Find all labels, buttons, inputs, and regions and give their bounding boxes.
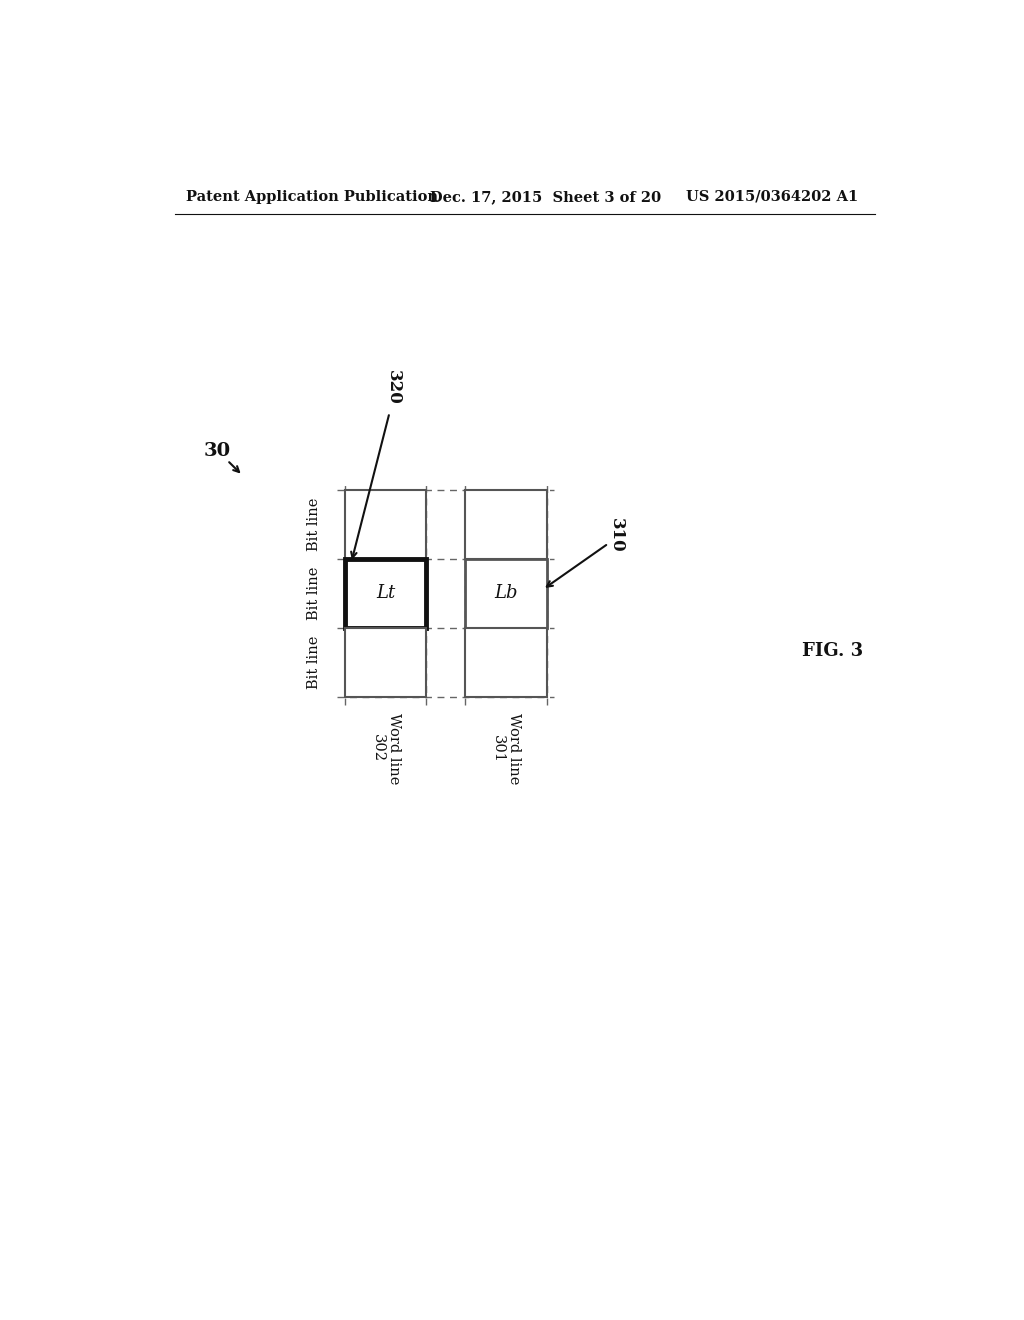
Text: Lt: Lt: [376, 585, 395, 602]
Bar: [345, 558, 426, 628]
Bar: [345, 628, 426, 697]
Text: 320: 320: [385, 370, 402, 405]
Text: 310: 310: [608, 519, 625, 553]
Text: FIG. 3: FIG. 3: [802, 643, 863, 660]
Text: 30: 30: [204, 442, 230, 459]
Text: Patent Application Publication: Patent Application Publication: [186, 190, 438, 203]
Text: Word line
302: Word line 302: [371, 713, 400, 784]
Text: Bit line: Bit line: [307, 566, 321, 620]
Text: Dec. 17, 2015  Sheet 3 of 20: Dec. 17, 2015 Sheet 3 of 20: [430, 190, 662, 203]
Text: Lb: Lb: [494, 585, 517, 602]
Bar: [465, 628, 547, 697]
Bar: [345, 490, 426, 558]
Bar: [465, 558, 547, 628]
Bar: [465, 490, 547, 558]
Text: Word line
301: Word line 301: [490, 713, 521, 784]
Text: Bit line: Bit line: [307, 498, 321, 550]
Text: Bit line: Bit line: [307, 636, 321, 689]
Text: US 2015/0364202 A1: US 2015/0364202 A1: [686, 190, 858, 203]
